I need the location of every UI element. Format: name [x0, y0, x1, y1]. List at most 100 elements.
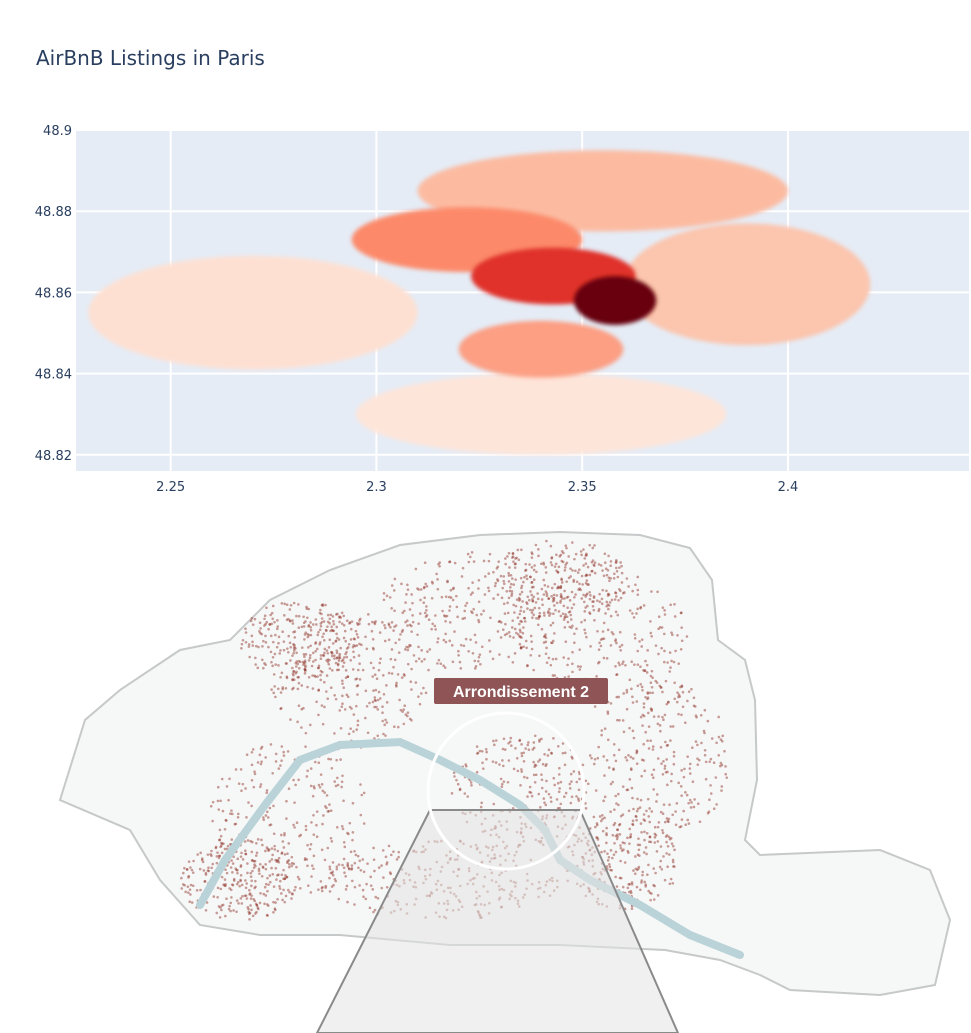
listing-dot: [633, 636, 637, 640]
listing-dot: [638, 806, 642, 809]
listing-dot: [637, 865, 641, 869]
listing-dot: [305, 858, 309, 861]
listing-dot: [389, 853, 393, 857]
listing-dot: [218, 854, 222, 858]
listing-dot: [618, 876, 622, 880]
listing-dot: [692, 704, 696, 708]
listing-dot: [319, 673, 322, 677]
listing-dot: [629, 833, 633, 836]
listing-dot: [436, 640, 439, 644]
listing-dot: [240, 642, 244, 646]
listing-dot: [544, 790, 548, 793]
listing-dot: [719, 761, 723, 765]
listing-dot: [564, 544, 568, 548]
listing-dot: [378, 697, 382, 700]
listing-dot: [423, 561, 427, 564]
listing-dot: [655, 793, 659, 796]
listing-dot: [635, 751, 638, 755]
listing-dot: [348, 705, 352, 709]
listing-dot: [651, 748, 655, 751]
listing-dot: [345, 655, 349, 659]
listing-dot: [314, 675, 317, 679]
listing-dot: [458, 660, 462, 664]
listing-dot: [513, 652, 517, 655]
listing-dot: [571, 569, 574, 572]
listing-dot: [633, 663, 636, 666]
listing-dot: [520, 548, 523, 552]
listing-dot: [504, 562, 507, 566]
listing-dot: [451, 598, 455, 602]
listing-dot: [292, 670, 296, 673]
listing-dot: [515, 631, 518, 635]
listing-dot: [724, 765, 727, 768]
listing-dot: [571, 541, 574, 544]
listing-dot: [442, 614, 446, 617]
listing-dot: [366, 862, 369, 865]
listing-dot: [662, 759, 665, 763]
listing-dot: [680, 684, 684, 688]
listing-dot: [232, 879, 236, 882]
listing-dot: [648, 807, 651, 810]
listing-dot: [470, 610, 473, 613]
listing-dot: [282, 754, 286, 757]
listing-dot: [668, 837, 672, 841]
listing-dot: [277, 641, 280, 645]
listing-dot: [323, 647, 327, 651]
listing-dot: [670, 772, 673, 776]
listing-dot: [529, 575, 532, 579]
listing-dot: [573, 632, 576, 636]
listing-dot: [662, 632, 666, 636]
listing-dot: [443, 666, 447, 669]
listing-dot: [583, 618, 587, 622]
listing-dot: [285, 817, 288, 820]
listing-dot: [504, 622, 507, 626]
listing-dot: [356, 693, 359, 696]
listing-dot: [574, 552, 578, 556]
listing-dot: [370, 629, 374, 633]
listing-dot: [320, 617, 324, 620]
listing-dot: [257, 869, 261, 873]
listing-dot: [304, 664, 307, 667]
listing-dot: [680, 713, 683, 717]
listing-dot: [352, 655, 356, 659]
listing-dot: [276, 859, 280, 862]
listing-dot: [376, 708, 380, 711]
listing-dot: [520, 743, 523, 746]
listing-dot: [247, 643, 251, 646]
listing-dot: [325, 690, 328, 693]
listing-dot: [336, 783, 340, 787]
listing-dot: [552, 596, 556, 600]
listing-dot: [271, 655, 275, 659]
listing-dot: [277, 873, 280, 877]
listing-dot: [290, 855, 294, 859]
listing-dot: [247, 907, 250, 911]
listing-dot: [333, 877, 337, 881]
listing-dot: [680, 639, 684, 643]
listing-dot: [302, 615, 305, 619]
listing-dot: [695, 715, 698, 719]
listing-dot: [347, 732, 351, 736]
listing-dot: [555, 798, 559, 801]
listing-dot: [477, 620, 481, 624]
listing-dot: [622, 591, 625, 595]
listing-dot: [220, 908, 223, 912]
listing-dot: [555, 601, 559, 605]
listing-dot: [199, 851, 202, 855]
listing-dot: [613, 572, 616, 576]
listing-dot: [309, 653, 312, 657]
listing-dot: [474, 664, 478, 668]
listing-dot: [352, 713, 356, 716]
listing-dot: [254, 885, 257, 889]
listing-dot: [393, 658, 397, 662]
listing-dot: [512, 583, 516, 586]
listing-dot: [232, 909, 235, 912]
listing-dot: [253, 772, 257, 776]
listing-dot: [352, 644, 355, 647]
listing-dot: [520, 620, 524, 623]
listing-dot: [544, 571, 548, 574]
listing-dot: [614, 638, 618, 641]
listing-dot: [525, 574, 528, 577]
listing-dot: [323, 791, 326, 794]
listing-dot: [608, 863, 611, 866]
